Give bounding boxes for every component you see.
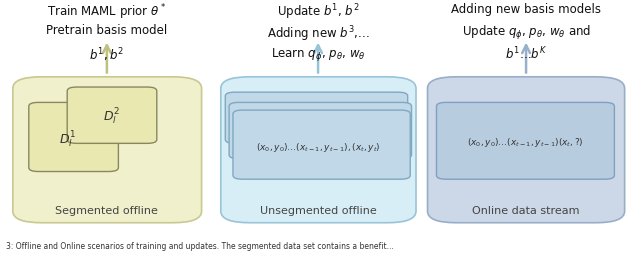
- FancyBboxPatch shape: [225, 92, 408, 143]
- FancyBboxPatch shape: [29, 102, 118, 172]
- Text: $b^1 \ldots b^K$: $b^1 \ldots b^K$: [505, 46, 547, 63]
- FancyBboxPatch shape: [67, 87, 157, 143]
- Text: $D_l^1$: $D_l^1$: [59, 129, 76, 150]
- Text: Segmented offline: Segmented offline: [56, 206, 158, 216]
- FancyBboxPatch shape: [221, 77, 416, 223]
- FancyBboxPatch shape: [233, 110, 410, 179]
- Text: $b^1, b^2$: $b^1, b^2$: [90, 46, 124, 64]
- Text: Adding new $b^3$,...: Adding new $b^3$,...: [267, 24, 369, 44]
- Text: Learn $q_\phi$, $p_\theta$, $w_\theta$: Learn $q_\phi$, $p_\theta$, $w_\theta$: [271, 46, 365, 63]
- Text: $D_l^2$: $D_l^2$: [104, 106, 120, 127]
- Text: Adding new basis models: Adding new basis models: [451, 3, 601, 16]
- Text: $(x_0, y_0)\ldots(x_{t-1}, y_{t-1}),(x_t, y_t)$: $(x_0, y_0)\ldots(x_{t-1}, y_{t-1}),(x_t…: [256, 141, 380, 154]
- Text: 3: Offline and Online scenarios of training and updates. The segmented data set : 3: Offline and Online scenarios of train…: [6, 242, 394, 251]
- Text: Online data stream: Online data stream: [472, 206, 580, 216]
- FancyBboxPatch shape: [229, 102, 412, 159]
- Text: Update $q_\phi$, $p_\theta$, $w_\theta$ and: Update $q_\phi$, $p_\theta$, $w_\theta$ …: [461, 24, 591, 42]
- FancyBboxPatch shape: [13, 77, 202, 223]
- Text: $(x_0, y_0)\ldots(x_{t-1}, y_{t-1})(x_t, ?)$: $(x_0, y_0)\ldots(x_{t-1}, y_{t-1})(x_t,…: [467, 136, 584, 148]
- Text: Unsegmented offline: Unsegmented offline: [260, 206, 376, 216]
- Text: Train MAML prior $\theta^*$: Train MAML prior $\theta^*$: [47, 3, 166, 22]
- FancyBboxPatch shape: [428, 77, 625, 223]
- Text: Pretrain basis model: Pretrain basis model: [46, 24, 168, 37]
- FancyBboxPatch shape: [436, 102, 614, 179]
- Text: Update $b^1$, $b^2$: Update $b^1$, $b^2$: [276, 3, 360, 22]
